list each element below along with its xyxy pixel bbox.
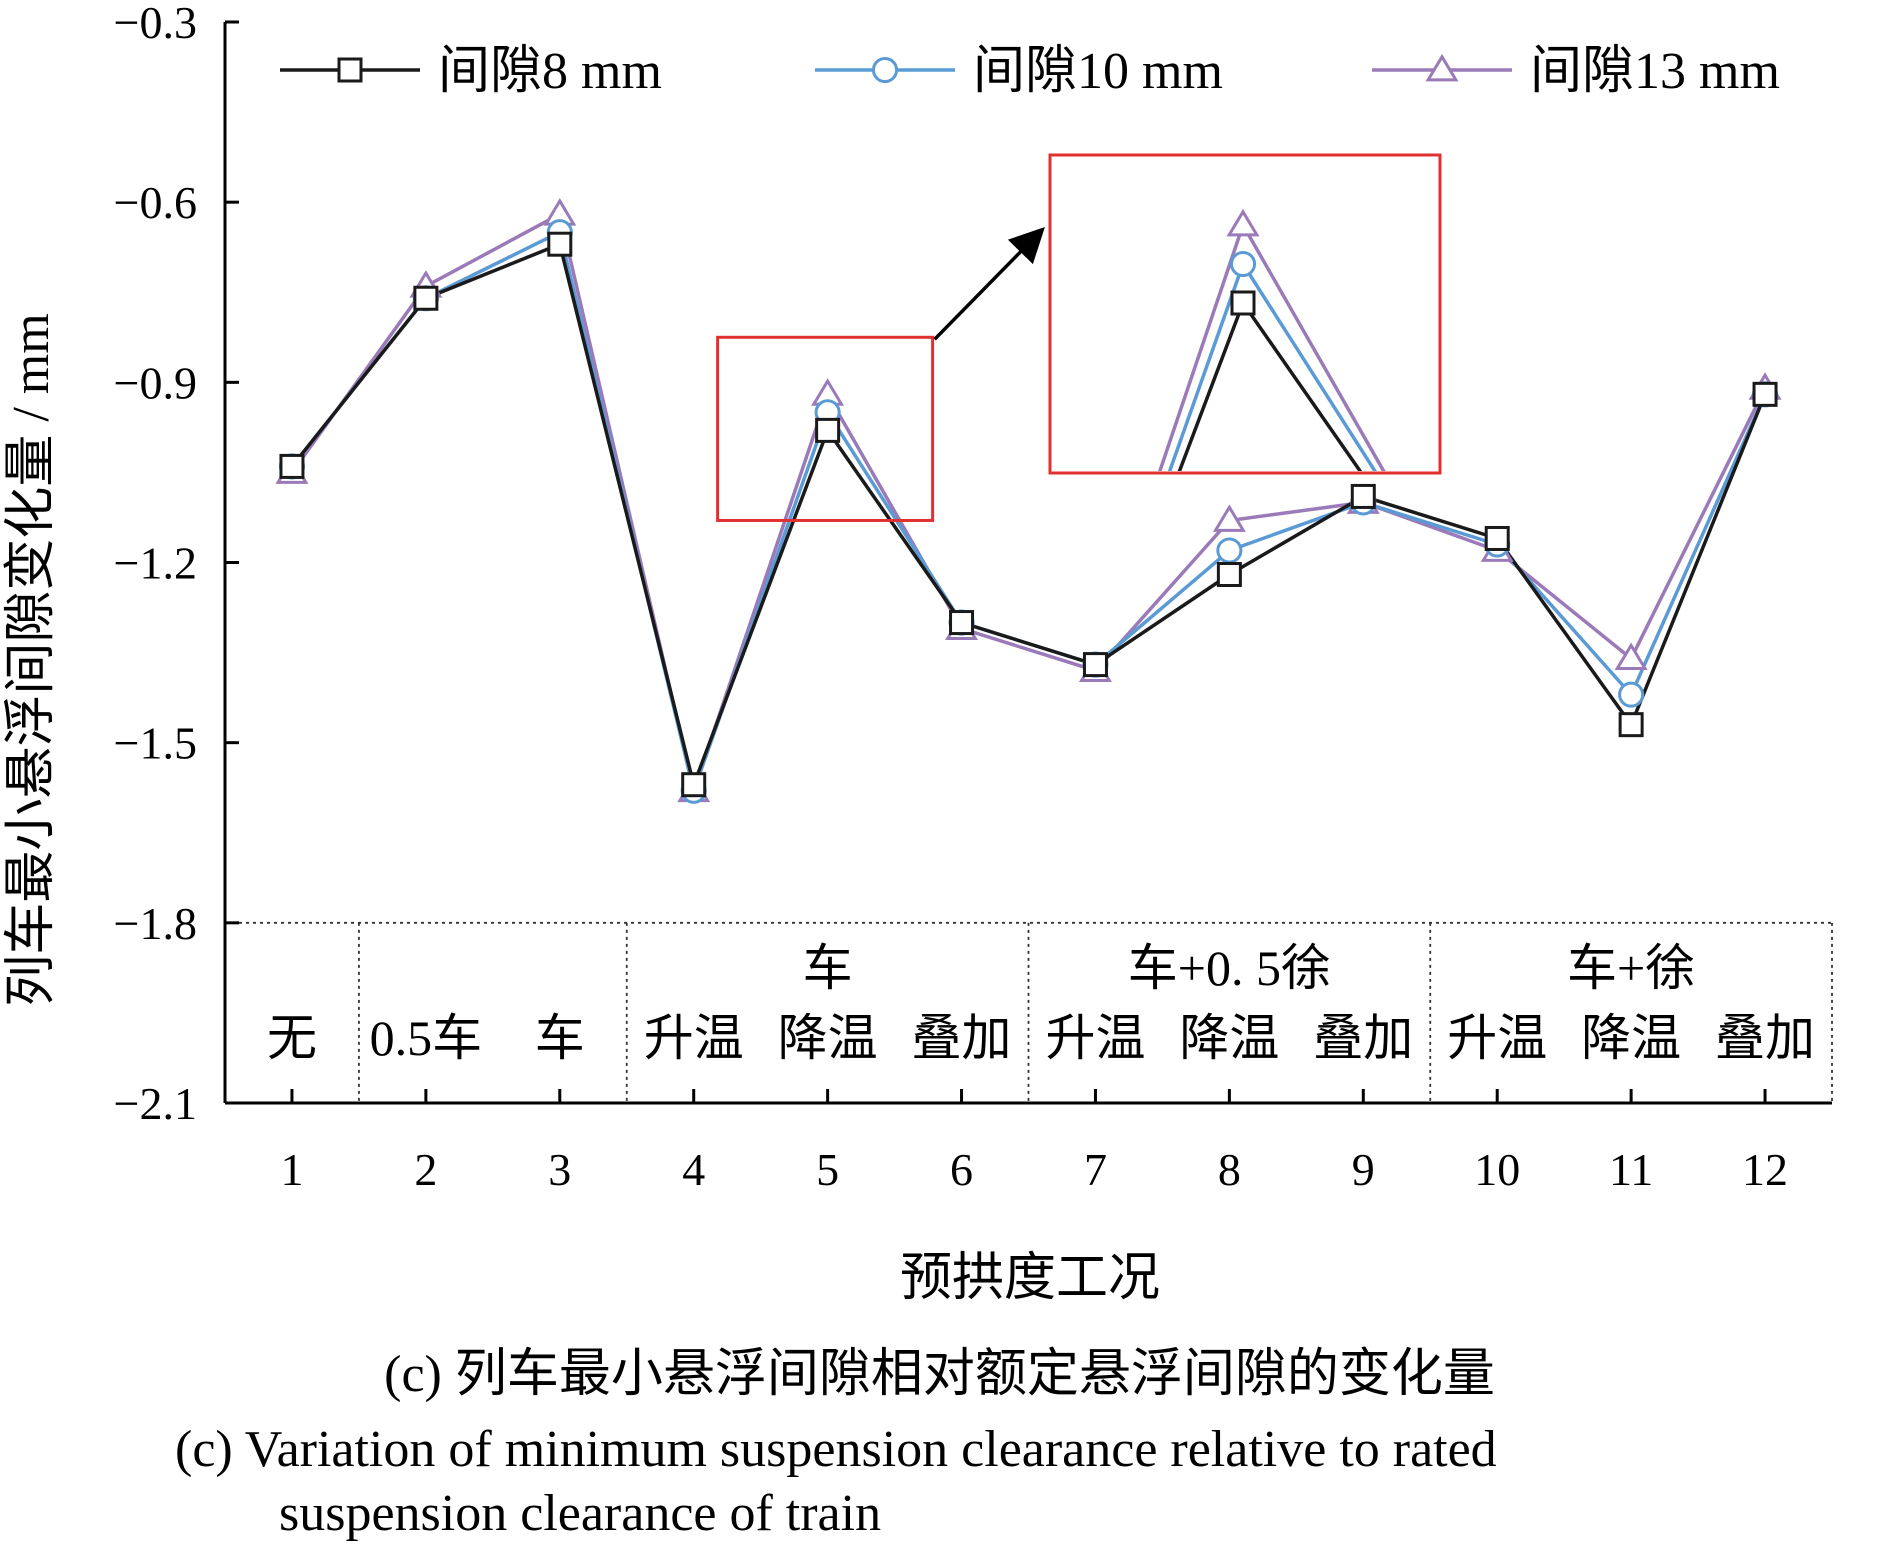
data-point xyxy=(1752,381,1778,407)
line-chart: 无 0.5车车升温 降温 叠加车升温 降温 叠加车+0. 5徐升温 降温 叠加车+徐 −0.3… xyxy=(3,0,1833,1307)
zoom-inset xyxy=(716,153,1442,522)
y-tick-label: −1.5 xyxy=(114,718,197,769)
y-axis-title: 列车最小悬浮间隙变化量 / mm xyxy=(3,313,60,1006)
data-point xyxy=(1216,562,1242,588)
zoom-arrow xyxy=(933,227,1045,341)
condition-label: 叠加 xyxy=(1313,1010,1413,1066)
zoom-inset-content xyxy=(1158,208,1386,471)
data-point xyxy=(815,417,841,443)
condition-table: 无 0.5车车升温 降温 叠加车升温 降温 叠加车+0. 5徐升温 降温 叠加车+徐 xyxy=(225,921,1833,1103)
inset-data-point xyxy=(1230,290,1256,316)
x-axis-ticks: 1 2 3 4 5 6 7 8 9 10 11 12 xyxy=(280,1089,1788,1195)
series-markers-circle xyxy=(278,219,1779,804)
caption-english: (c) Variation of minimum suspension clea… xyxy=(175,1418,1497,1546)
legend-item: 间隙10 mm xyxy=(815,43,1223,100)
legend-marker xyxy=(337,57,363,83)
legend-label: 间隙8 mm xyxy=(438,43,662,100)
x-tick-label: 7 xyxy=(1084,1144,1107,1195)
x-tick-label: 9 xyxy=(1352,1144,1375,1195)
series-layer xyxy=(275,198,1782,804)
condition-group-title: 车+0. 5徐 xyxy=(1128,940,1331,996)
x-tick-label: 5 xyxy=(816,1144,839,1195)
data-point xyxy=(681,772,707,798)
x-tick-label: 12 xyxy=(1742,1144,1788,1195)
caption-english-line1: (c) Variation of minimum suspension clea… xyxy=(175,1421,1497,1478)
x-tick-label: 1 xyxy=(280,1144,303,1195)
condition-label: 降温 xyxy=(1581,1010,1681,1066)
condition-group-title: 车 xyxy=(803,940,853,996)
y-tick-label: −1.2 xyxy=(114,538,197,589)
series-line xyxy=(290,229,1767,797)
inset-data-point xyxy=(1229,250,1257,278)
legend-marker xyxy=(1425,53,1459,82)
y-tick-label: −0.6 xyxy=(114,177,197,228)
series-line xyxy=(290,241,1767,791)
caption-chinese: (c) 列车最小悬浮间隙相对额定悬浮间隙的变化量 xyxy=(384,1346,1495,1403)
data-point xyxy=(547,231,573,257)
caption-english-line2: suspension clearance of train xyxy=(279,1485,882,1542)
data-point xyxy=(949,610,975,636)
y-axis-ticks: −0.3 −0.6 −0.9 −1.2 −1.5 −1.8 −2.1 xyxy=(114,0,239,1129)
data-point xyxy=(1212,504,1246,532)
data-point xyxy=(1484,525,1510,551)
y-tick-label: −1.8 xyxy=(114,898,197,949)
x-tick-label: 10 xyxy=(1474,1144,1520,1195)
legend-marker xyxy=(871,56,899,84)
data-point xyxy=(1216,537,1243,564)
condition-label: 叠加 xyxy=(912,1010,1012,1066)
x-tick-label: 2 xyxy=(414,1144,437,1195)
series-triangle xyxy=(290,211,1767,798)
legend-item: 间隙8 mm xyxy=(280,43,662,100)
x-tick-label: 3 xyxy=(548,1144,571,1195)
data-point xyxy=(1618,712,1644,738)
condition-label: 升温 xyxy=(1447,1010,1547,1066)
x-tick-label: 4 xyxy=(682,1144,705,1195)
legend-item: 间隙13 mm xyxy=(1372,43,1780,100)
series-markers-square xyxy=(279,231,1778,798)
legend-label: 间隙13 mm xyxy=(1530,43,1780,100)
series-line xyxy=(290,211,1767,798)
x-tick-label: 11 xyxy=(1609,1144,1653,1195)
x-tick-label: 8 xyxy=(1218,1144,1241,1195)
condition-group-title: 车+徐 xyxy=(1567,940,1695,996)
condition-label: 0.5车 xyxy=(370,1010,483,1066)
y-tick-label: −0.9 xyxy=(114,357,197,408)
x-axis-title: 预拱度工况 xyxy=(900,1250,1160,1307)
data-point xyxy=(1082,652,1108,678)
y-tick-label: −0.3 xyxy=(114,0,197,48)
condition-label: 降温 xyxy=(1179,1010,1279,1066)
data-point xyxy=(1618,681,1645,708)
series-square xyxy=(290,241,1767,791)
inset-data-point xyxy=(1226,208,1260,237)
condition-label: 升温 xyxy=(1045,1010,1145,1066)
data-point xyxy=(279,453,305,479)
condition-label: 叠加 xyxy=(1715,1010,1815,1066)
x-tick-label: 6 xyxy=(950,1144,973,1195)
data-point xyxy=(413,285,439,311)
condition-label: 升温 xyxy=(644,1010,744,1066)
condition-label: 车 xyxy=(535,1010,585,1066)
y-tick-label: −2.1 xyxy=(114,1078,197,1129)
data-point xyxy=(1614,642,1648,670)
series-markers-triangle xyxy=(275,198,1782,803)
series-circle xyxy=(290,229,1767,797)
legend: 间隙8 mm 间隙10 mm 间隙13 mm xyxy=(280,43,1780,100)
condition-label: 无 xyxy=(267,1010,317,1066)
zoom-source-box xyxy=(716,335,935,522)
condition-label: 降温 xyxy=(778,1010,878,1066)
data-point xyxy=(1350,483,1376,509)
legend-label: 间隙10 mm xyxy=(973,43,1223,100)
